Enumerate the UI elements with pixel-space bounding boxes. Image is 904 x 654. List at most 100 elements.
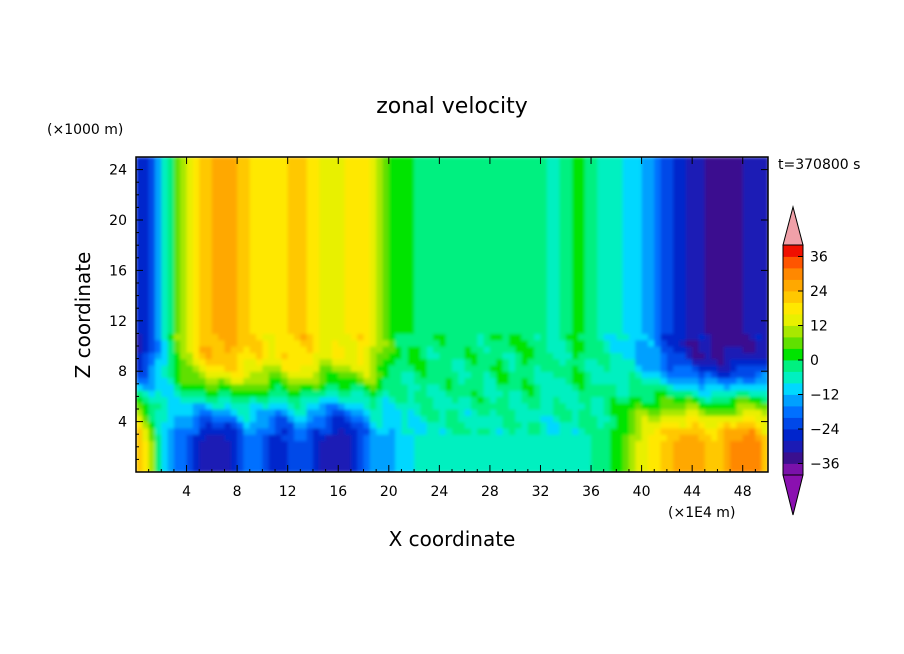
field-cell [660, 409, 668, 416]
field-cell [470, 213, 478, 221]
field-cell [628, 301, 636, 309]
field-cell [154, 226, 162, 234]
field-cell [704, 276, 712, 284]
field-cell [483, 402, 491, 410]
field-cell [148, 427, 156, 435]
field-cell [660, 163, 668, 171]
field-cell [660, 257, 668, 265]
field-cell [312, 415, 320, 423]
field-cell [717, 346, 725, 353]
field-cell [395, 421, 403, 429]
field-cell [603, 213, 611, 221]
field-cell [275, 346, 282, 353]
field-cell [730, 320, 737, 328]
field-cell [502, 390, 510, 397]
field-cell [565, 327, 573, 334]
field-cell [401, 383, 409, 391]
field-cell [698, 188, 706, 196]
field-cell [256, 415, 263, 423]
field-cell [439, 352, 447, 360]
field-cell [660, 465, 668, 472]
field-cell [363, 364, 371, 372]
field-cell [211, 270, 219, 278]
field-cell [167, 188, 175, 196]
field-cell [489, 383, 497, 391]
field-cell [521, 383, 529, 391]
field-cell [559, 421, 567, 429]
field-cell [736, 207, 744, 215]
field-cell [136, 264, 143, 271]
field-cell [464, 396, 472, 404]
field-cell [180, 383, 188, 391]
field-cell [660, 364, 668, 372]
field-cell [610, 453, 617, 460]
field-cell [211, 377, 219, 385]
field-cell [173, 232, 181, 240]
field-cell [458, 175, 466, 183]
field-cell [300, 402, 308, 410]
field-cell [717, 415, 725, 423]
field-cell [635, 232, 643, 240]
field-cell [603, 415, 611, 423]
field-cell [312, 453, 320, 460]
field-cell [211, 427, 219, 435]
field-cell [496, 188, 504, 196]
field-cell [711, 194, 719, 202]
field-cell [470, 453, 478, 460]
field-cell [287, 163, 295, 171]
field-cell [521, 188, 529, 196]
field-cell [572, 314, 579, 322]
field-cell [161, 163, 169, 171]
field-cell [565, 295, 573, 303]
field-cell [205, 320, 213, 328]
field-cell [723, 459, 731, 467]
field-cell [502, 283, 510, 290]
field-cell [711, 238, 719, 246]
field-cell [635, 308, 643, 316]
field-cell [534, 220, 542, 227]
field-cell [692, 245, 700, 253]
field-cell [331, 390, 339, 397]
field-cell [154, 188, 162, 196]
field-cell [142, 226, 150, 234]
field-cell [717, 301, 725, 309]
field-cell [559, 364, 567, 372]
field-cell [136, 201, 143, 208]
field-cell [243, 333, 251, 341]
field-cell [635, 364, 643, 372]
field-cell [660, 402, 668, 410]
field-cell [489, 352, 497, 360]
field-cell [136, 320, 143, 328]
field-cell [711, 453, 719, 460]
field-cell [470, 295, 478, 303]
field-cell [376, 232, 384, 240]
field-cell [647, 377, 655, 385]
field-cell [730, 232, 737, 240]
field-cell [452, 207, 459, 215]
field-cell [350, 270, 358, 278]
field-cell [161, 220, 169, 227]
field-cell [426, 207, 434, 215]
field-cell [742, 194, 750, 202]
field-cell [540, 421, 548, 429]
field-cell [395, 194, 403, 202]
field-cell [218, 245, 226, 253]
field-cell [540, 339, 548, 347]
field-cell [591, 157, 598, 164]
field-cell [679, 226, 687, 234]
field-cell [344, 175, 352, 183]
field-cell [628, 459, 636, 467]
field-cell [224, 232, 232, 240]
field-cell [211, 169, 219, 177]
field-cell [407, 352, 415, 360]
field-cell [521, 339, 529, 347]
field-cell [502, 346, 510, 353]
field-cell [711, 459, 719, 467]
field-cell [173, 245, 181, 253]
field-cell [711, 339, 719, 347]
field-cell [508, 295, 516, 303]
field-cell [439, 358, 447, 366]
field-cell [553, 402, 561, 410]
field-cell [161, 314, 169, 322]
field-cell [458, 257, 466, 265]
